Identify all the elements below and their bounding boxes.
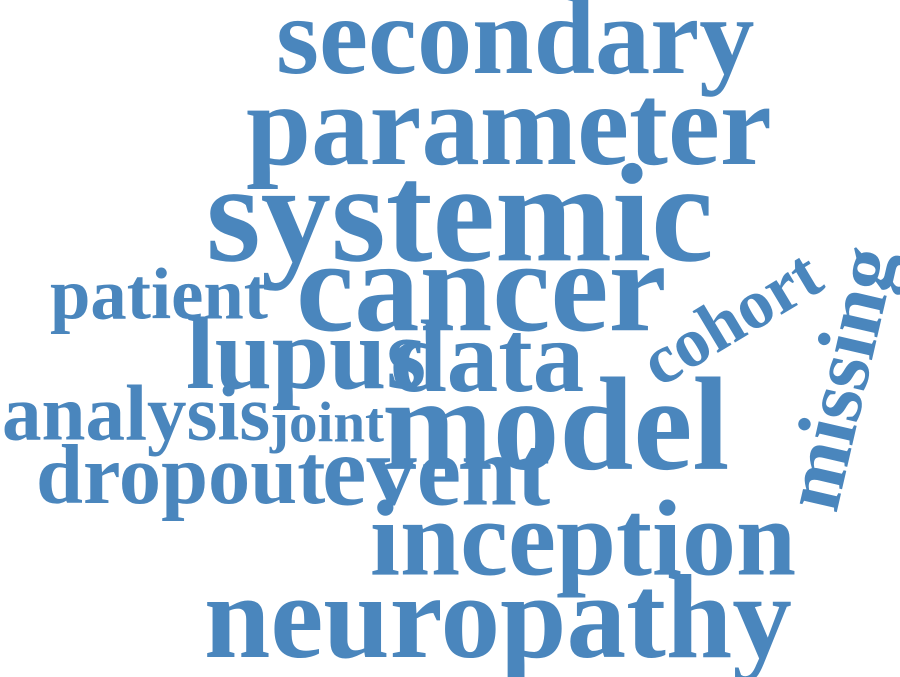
word-lupus: lupus <box>186 295 427 411</box>
word-event: event <box>322 416 551 528</box>
word-data: data <box>389 299 585 414</box>
word-secondary: secondary <box>276 0 755 98</box>
word-inception: inception <box>370 479 797 599</box>
word-joint: joint <box>270 390 384 455</box>
word-parameter: parameter <box>246 61 772 190</box>
word-dropout: dropout <box>36 429 326 523</box>
word-analysis: analysis <box>2 369 271 457</box>
word-model: model <box>382 351 730 499</box>
word-cancer: cancer <box>296 214 667 360</box>
word-patient: patient <box>50 254 268 335</box>
word-neuropathy: neuropathy <box>204 552 792 677</box>
word-systemic: systemic <box>206 135 714 291</box>
